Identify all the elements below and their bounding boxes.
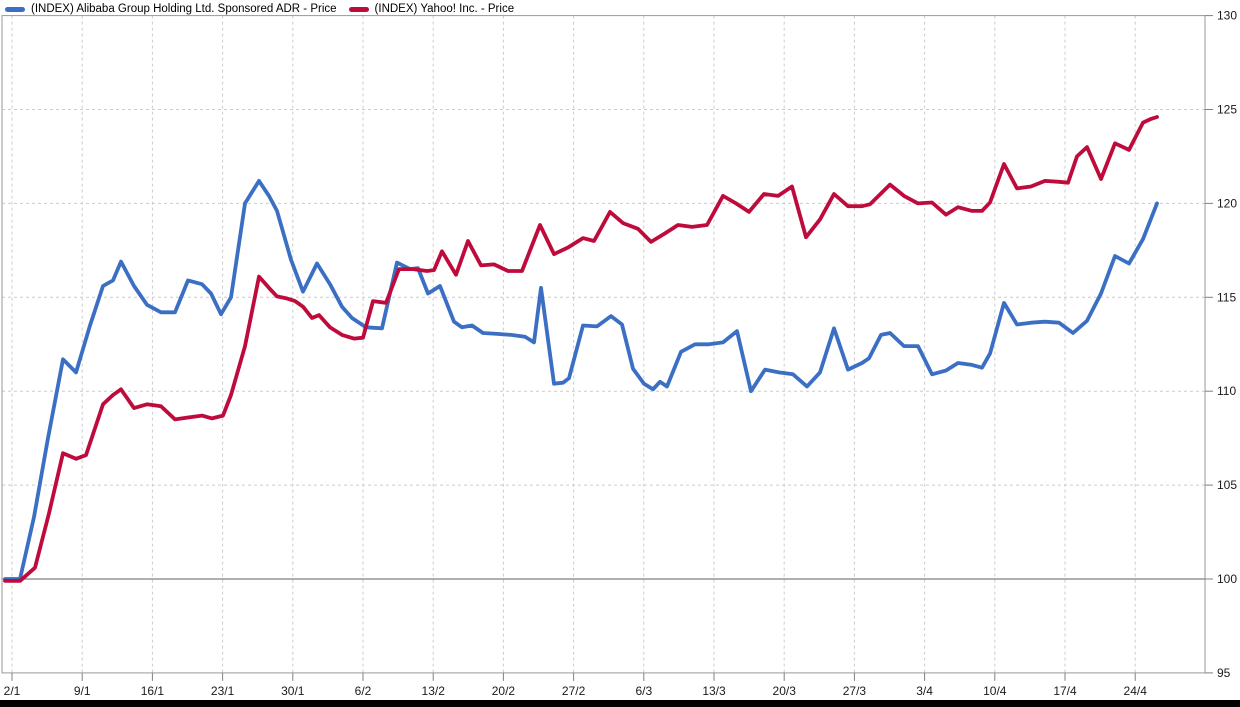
x-axis-tick-label: 6/2: [355, 684, 372, 698]
y-axis-tick-label: 130: [1217, 9, 1237, 23]
x-axis-tick-label: 17/4: [1053, 684, 1077, 698]
y-axis-tick-label: 125: [1217, 103, 1237, 117]
chart-legend: (INDEX) Alibaba Group Holding Ltd. Spons…: [5, 3, 514, 15]
x-axis-tick-label: 30/1: [281, 684, 305, 698]
y-axis-tick-label: 95: [1217, 666, 1231, 680]
x-axis-tick-label: 9/1: [74, 684, 91, 698]
y-axis-tick-label: 110: [1217, 384, 1236, 398]
yahoo-price-line: [3, 115, 1159, 583]
yahoo-series-label: (INDEX) Yahoo! Inc. - Price: [374, 3, 515, 15]
window-bottom-edge: [0, 700, 1240, 707]
alibaba-series-swatch: [5, 6, 25, 12]
x-axis-tick-label: 2/1: [4, 684, 21, 698]
x-axis-tick-label: 3/4: [916, 684, 933, 698]
alibaba-price-line: [3, 179, 1159, 581]
x-axis-tick-label: 13/2: [422, 684, 446, 698]
x-axis-tick-label: 6/3: [635, 684, 652, 698]
y-axis-tick-label: 115: [1217, 290, 1236, 304]
y-axis-tick-label: 100: [1217, 572, 1237, 586]
yahoo-series-swatch: [348, 6, 369, 12]
y-axis-tick-label: 120: [1217, 196, 1237, 210]
x-axis-tick-label: 24/4: [1124, 684, 1148, 698]
plot-frame: [1, 15, 1206, 674]
legend-item-yahoo: (INDEX) Yahoo! Inc. - Price: [348, 3, 515, 15]
x-axis-tick-label: 27/3: [843, 684, 867, 698]
x-axis-tick-label: 27/2: [562, 684, 586, 698]
x-axis-tick-label: 16/1: [141, 684, 165, 698]
alibaba-series-label: (INDEX) Alibaba Group Holding Ltd. Spons…: [31, 3, 337, 15]
legend-item-alibaba: (INDEX) Alibaba Group Holding Ltd. Spons…: [5, 3, 337, 15]
y-axis-tick-label: 105: [1217, 478, 1237, 492]
x-axis-tick-label: 13/3: [702, 684, 726, 698]
x-axis-tick-label: 10/4: [983, 684, 1007, 698]
x-axis-tick-label: 20/3: [773, 684, 797, 698]
x-axis-tick-label: 20/2: [492, 684, 516, 698]
x-axis-tick-label: 23/1: [211, 684, 235, 698]
